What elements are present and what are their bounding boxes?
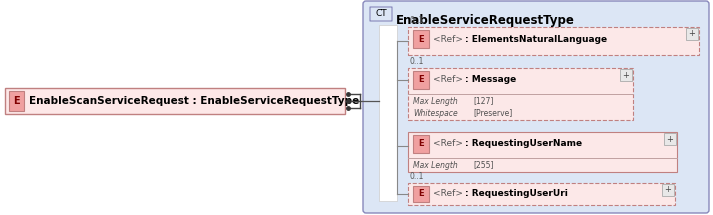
Text: E: E [419, 34, 424, 43]
FancyBboxPatch shape [413, 135, 429, 153]
Text: E: E [13, 96, 20, 106]
Text: E: E [419, 75, 424, 84]
FancyBboxPatch shape [662, 184, 674, 196]
Text: EnableScanServiceRequest : EnableServiceRequestType: EnableScanServiceRequest : EnableService… [29, 96, 359, 106]
Text: 0..1: 0..1 [410, 57, 424, 66]
Text: Max Length: Max Length [413, 161, 458, 169]
Text: <Ref>: <Ref> [433, 34, 463, 43]
FancyBboxPatch shape [379, 25, 397, 201]
Text: <Ref>: <Ref> [433, 75, 463, 84]
FancyBboxPatch shape [370, 7, 392, 21]
Text: [255]: [255] [473, 161, 493, 169]
Text: [Preserve]: [Preserve] [473, 109, 512, 118]
Text: E: E [419, 140, 424, 149]
Text: <Ref>: <Ref> [433, 189, 463, 198]
FancyBboxPatch shape [620, 69, 632, 81]
FancyBboxPatch shape [413, 186, 429, 202]
FancyBboxPatch shape [408, 132, 677, 172]
FancyBboxPatch shape [686, 28, 698, 40]
FancyBboxPatch shape [413, 71, 429, 89]
Text: : RequestingUserUri: : RequestingUserUri [465, 189, 568, 198]
Text: E: E [419, 189, 424, 198]
FancyBboxPatch shape [408, 183, 675, 205]
Text: Max Length: Max Length [413, 97, 458, 106]
Text: : Message: : Message [465, 75, 516, 84]
Text: 0..1: 0..1 [410, 16, 424, 25]
Text: : ElementsNaturalLanguage: : ElementsNaturalLanguage [465, 34, 607, 43]
Text: [127]: [127] [473, 97, 493, 106]
Text: <Ref>: <Ref> [433, 140, 463, 149]
Text: +: + [667, 135, 674, 143]
Text: +: + [689, 29, 695, 38]
Text: : RequestingUserName: : RequestingUserName [465, 140, 582, 149]
FancyBboxPatch shape [363, 1, 709, 213]
Text: EnableServiceRequestType: EnableServiceRequestType [396, 14, 575, 27]
FancyBboxPatch shape [664, 133, 676, 145]
Text: Whitespace: Whitespace [413, 109, 458, 118]
FancyBboxPatch shape [413, 30, 429, 48]
FancyBboxPatch shape [5, 88, 345, 114]
Text: +: + [622, 71, 630, 80]
Text: 0..1: 0..1 [410, 172, 424, 181]
Text: +: + [665, 186, 672, 195]
FancyBboxPatch shape [9, 91, 24, 111]
Text: CT: CT [375, 9, 387, 18]
FancyBboxPatch shape [408, 27, 699, 55]
FancyBboxPatch shape [408, 68, 633, 120]
